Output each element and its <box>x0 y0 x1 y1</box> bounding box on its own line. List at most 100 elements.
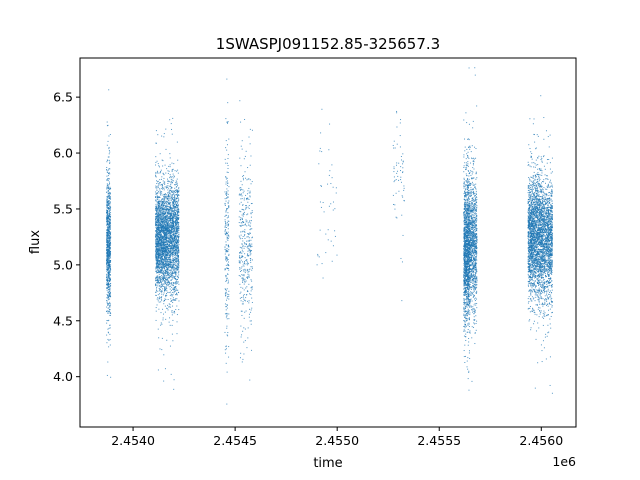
data-point <box>171 225 173 227</box>
data-point <box>171 261 173 263</box>
data-point <box>175 298 177 300</box>
data-point <box>156 235 158 237</box>
data-point <box>158 183 160 185</box>
data-point <box>162 268 164 270</box>
data-point <box>155 216 157 218</box>
data-point <box>168 229 170 231</box>
data-point <box>245 206 247 208</box>
data-point <box>238 275 240 277</box>
data-point <box>168 213 170 215</box>
data-point <box>109 333 111 335</box>
data-point <box>161 210 163 212</box>
data-point <box>242 230 244 232</box>
data-point <box>178 252 180 254</box>
data-point <box>244 281 246 283</box>
data-point <box>161 224 163 226</box>
data-point <box>243 209 245 211</box>
data-point <box>155 220 157 222</box>
data-point <box>109 216 111 218</box>
data-point <box>163 234 165 236</box>
data-point <box>163 177 165 179</box>
data-point <box>251 349 253 351</box>
data-point <box>170 224 172 226</box>
data-point <box>178 270 180 272</box>
data-point <box>175 201 177 203</box>
data-point <box>225 264 227 266</box>
data-point <box>107 241 109 243</box>
data-point <box>108 276 110 278</box>
data-point <box>158 228 160 230</box>
data-point <box>173 260 175 262</box>
data-point <box>174 246 176 248</box>
data-point <box>162 279 164 281</box>
data-point <box>178 209 180 211</box>
data-point <box>108 247 110 249</box>
data-point <box>109 241 111 243</box>
data-point <box>226 177 228 179</box>
data-point <box>106 248 108 250</box>
data-point <box>158 211 160 213</box>
data-point <box>108 253 110 255</box>
data-point <box>164 265 166 267</box>
data-point <box>164 223 166 225</box>
data-point <box>168 281 170 283</box>
data-point <box>175 246 177 248</box>
data-point <box>164 195 166 197</box>
data-point <box>242 255 244 257</box>
data-point <box>171 180 173 182</box>
data-point <box>160 242 162 244</box>
data-point <box>225 176 227 178</box>
data-point <box>171 209 173 211</box>
data-point <box>246 193 248 195</box>
data-point <box>107 320 109 322</box>
data-point <box>169 213 171 215</box>
data-point <box>227 234 229 236</box>
data-point <box>162 265 164 267</box>
data-point <box>163 174 165 176</box>
data-point <box>176 197 178 199</box>
data-point <box>177 269 179 271</box>
data-point <box>158 218 160 220</box>
data-point <box>248 300 250 302</box>
data-point <box>162 272 164 274</box>
data-point <box>248 245 250 247</box>
data-point <box>163 266 165 268</box>
data-point <box>251 288 253 290</box>
data-point <box>156 214 158 215</box>
data-point <box>165 248 167 250</box>
data-point <box>249 220 251 222</box>
data-point <box>160 278 162 280</box>
data-point <box>106 306 108 308</box>
data-point <box>167 217 169 219</box>
data-point <box>244 311 246 313</box>
data-point <box>158 261 160 263</box>
data-point <box>167 192 169 194</box>
data-point <box>107 267 109 268</box>
data-point <box>248 192 250 194</box>
data-point <box>171 191 173 193</box>
data-point <box>108 212 110 214</box>
data-point <box>155 207 157 209</box>
data-point <box>166 199 168 201</box>
data-point <box>240 259 242 261</box>
data-point <box>176 247 178 249</box>
data-point <box>155 216 157 218</box>
data-point <box>107 272 109 274</box>
data-point <box>398 162 400 164</box>
data-point <box>166 237 168 239</box>
data-point <box>173 288 175 290</box>
data-point <box>251 250 253 252</box>
data-point <box>177 201 179 203</box>
data-point <box>171 162 173 164</box>
data-point <box>107 216 109 218</box>
data-point <box>170 235 172 237</box>
data-point <box>226 194 228 196</box>
data-point <box>246 286 248 288</box>
data-point <box>162 208 164 210</box>
data-point <box>108 146 110 148</box>
data-point <box>108 293 110 295</box>
data-point <box>157 214 159 216</box>
data-point <box>226 222 228 224</box>
data-point <box>247 255 249 257</box>
data-point <box>177 240 179 242</box>
